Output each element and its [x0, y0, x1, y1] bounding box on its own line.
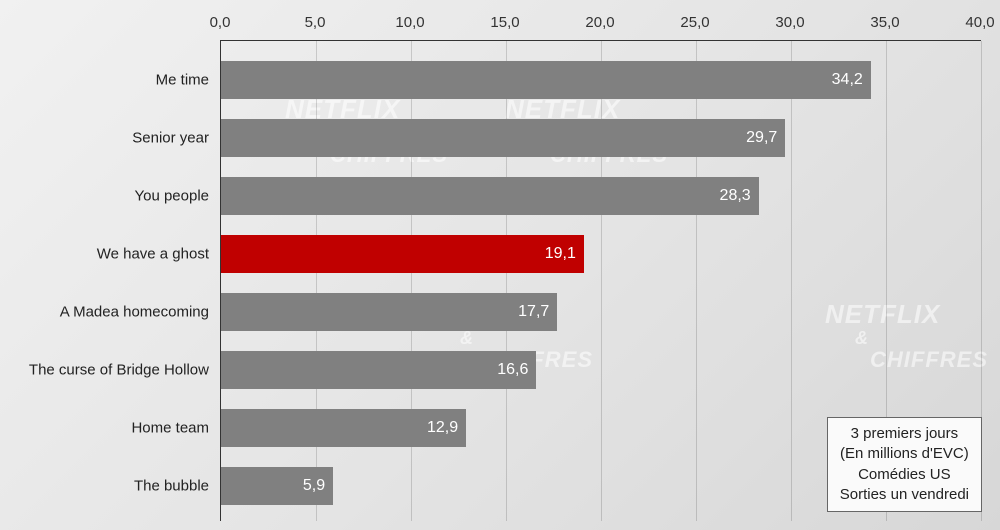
x-tick-label: 25,0 [680, 14, 709, 31]
x-tick-label: 5,0 [305, 14, 326, 31]
legend-box: 3 premiers jours (En millions d'EVC) Com… [827, 417, 982, 512]
bar: 29,7 [221, 119, 785, 157]
x-tick-label: 35,0 [870, 14, 899, 31]
legend-line: Sorties un vendredi [840, 485, 969, 505]
bar-value-label: 19,1 [545, 245, 576, 263]
bar-value-label: 17,7 [518, 303, 549, 321]
legend-line: Comédies US [840, 465, 969, 485]
bar: 12,9 [221, 409, 466, 447]
category-label: A Madea homecoming [60, 304, 209, 321]
bar-row: You people28,3 [221, 177, 981, 215]
legend-line: 3 premiers jours [840, 424, 969, 444]
x-gridline [506, 41, 507, 521]
bar-value-label: 5,9 [303, 477, 325, 495]
bar-row: The curse of Bridge Hollow16,6 [221, 351, 981, 389]
bar-value-label: 34,2 [832, 71, 863, 89]
x-tick-label: 10,0 [395, 14, 424, 31]
bar: 19,1 [221, 235, 584, 273]
legend-line: (En millions d'EVC) [840, 444, 969, 464]
bar-row: A Madea homecoming17,7 [221, 293, 981, 331]
bar: 34,2 [221, 61, 871, 99]
x-tick-label: 0,0 [210, 14, 231, 31]
category-label: Home team [131, 420, 209, 437]
x-gridline [411, 41, 412, 521]
x-tick-label: 15,0 [490, 14, 519, 31]
bar: 5,9 [221, 467, 333, 505]
bar: 17,7 [221, 293, 557, 331]
bar-value-label: 29,7 [746, 129, 777, 147]
bar-row: Senior year29,7 [221, 119, 981, 157]
category-label: The curse of Bridge Hollow [29, 362, 209, 379]
x-tick-label: 30,0 [775, 14, 804, 31]
bar: 28,3 [221, 177, 759, 215]
bar-row: Me time34,2 [221, 61, 981, 99]
category-label: We have a ghost [97, 246, 209, 263]
x-gridline [601, 41, 602, 521]
category-label: You people [134, 188, 209, 205]
bar: 16,6 [221, 351, 536, 389]
bar-row: We have a ghost19,1 [221, 235, 981, 273]
x-gridline [316, 41, 317, 521]
bar-value-label: 16,6 [497, 361, 528, 379]
category-label: Senior year [132, 130, 209, 147]
x-tick-label: 20,0 [585, 14, 614, 31]
category-label: Me time [156, 72, 209, 89]
x-tick-label: 40,0 [965, 14, 994, 31]
chart-canvas: NETFLIX & CHIFFRES NETFLIX & CHIFFRES NE… [0, 0, 1000, 530]
bar-value-label: 28,3 [720, 187, 751, 205]
category-label: The bubble [134, 478, 209, 495]
x-gridline [791, 41, 792, 521]
bar-value-label: 12,9 [427, 419, 458, 437]
x-gridline [696, 41, 697, 521]
